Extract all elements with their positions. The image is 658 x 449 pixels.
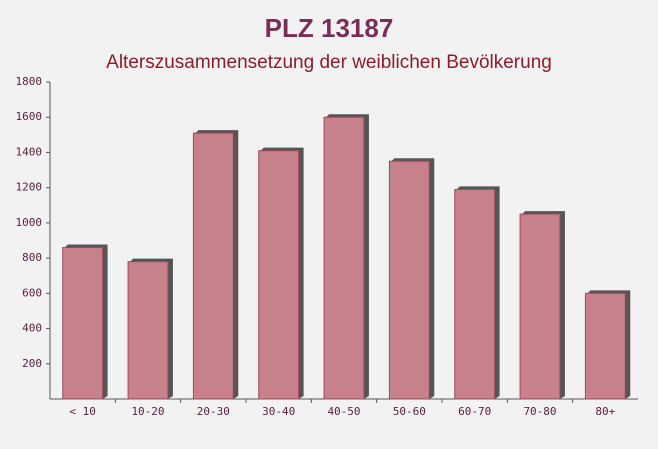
- x-tick-label: 20-30: [197, 405, 230, 418]
- x-tick-label: 30-40: [262, 405, 295, 418]
- y-tick-label: 800: [22, 251, 42, 264]
- y-tick-label: 1400: [16, 145, 43, 158]
- bar: [454, 188, 496, 400]
- bar-shadow: [587, 290, 631, 399]
- x-tick-label: < 10: [69, 405, 96, 418]
- x-tick-label: 10-20: [131, 405, 164, 418]
- bar: [519, 213, 561, 400]
- x-tick-label: 40-50: [327, 405, 360, 418]
- bar: [258, 150, 300, 400]
- bar-shadow: [64, 244, 108, 399]
- x-tick-label: 60-70: [458, 405, 491, 418]
- bar: [192, 132, 234, 400]
- bar-shadow: [260, 147, 304, 399]
- bar: [388, 160, 430, 400]
- bar-shadow: [195, 130, 239, 400]
- bar: [62, 247, 104, 400]
- bar-shadow: [391, 158, 435, 399]
- y-tick-label: 1200: [16, 181, 43, 194]
- x-tick-label: 70-80: [523, 405, 556, 418]
- y-tick-label: 1600: [16, 110, 43, 123]
- bar-shadow: [456, 186, 500, 399]
- y-tick-label: 200: [22, 357, 42, 370]
- bar: [584, 292, 626, 400]
- x-tick-label: 80+: [595, 405, 615, 418]
- y-tick-label: 400: [22, 322, 42, 335]
- y-tick-label: 1800: [16, 75, 43, 88]
- bar-shadow: [130, 258, 173, 399]
- y-tick-label: 1000: [16, 216, 43, 229]
- bar: [323, 116, 365, 400]
- bar-shadow: [326, 114, 369, 399]
- y-tick-label: 600: [22, 286, 42, 299]
- chart-subtitle: Alterszusammensetzung der weiblichen Bev…: [106, 52, 552, 73]
- bar-shadow: [522, 211, 565, 399]
- x-tick-label: 50-60: [393, 405, 426, 418]
- bar: [127, 261, 169, 400]
- chart-title: PLZ 13187: [265, 13, 394, 43]
